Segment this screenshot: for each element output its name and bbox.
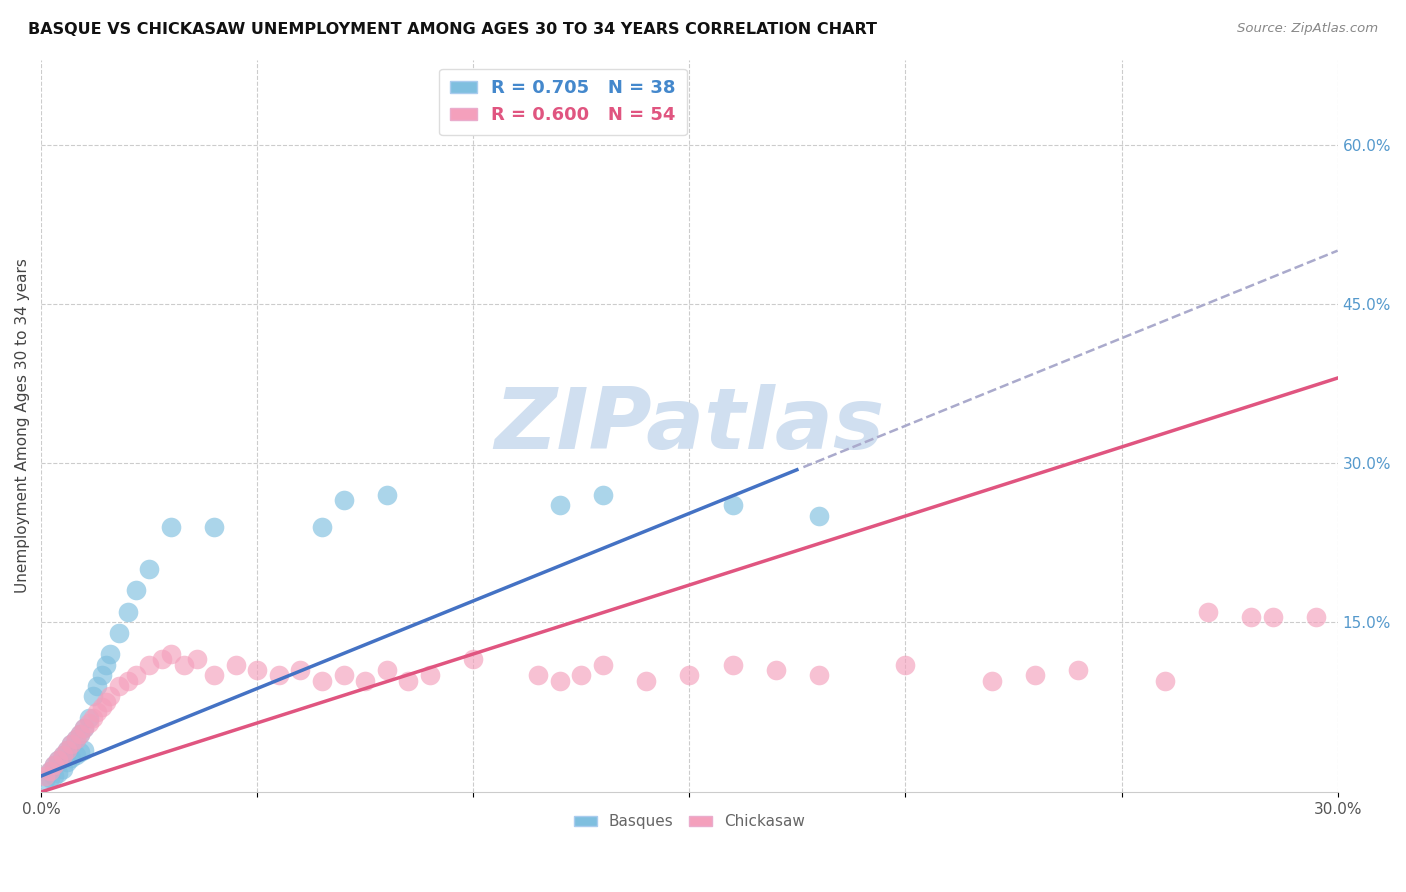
Point: [117, 605, 139, 619]
Point: [375, 488, 398, 502]
Point: [117, 673, 139, 688]
Point: [246, 663, 269, 677]
Point: [1240, 610, 1263, 624]
Point: [65, 731, 87, 746]
Point: [65, 747, 87, 762]
Point: [225, 657, 247, 672]
Point: [60, 737, 83, 751]
Y-axis label: Unemployment Among Ages 30 to 34 years: Unemployment Among Ages 30 to 34 years: [15, 259, 30, 593]
Point: [52, 747, 75, 762]
Point: [125, 583, 148, 598]
Text: BASQUE VS CHICKASAW UNEMPLOYMENT AMONG AGES 30 TO 34 YEARS CORRELATION CHART: BASQUE VS CHICKASAW UNEMPLOYMENT AMONG A…: [28, 22, 877, 37]
Point: [42, 758, 65, 772]
Point: [56, 756, 79, 770]
Point: [311, 673, 333, 688]
Point: [1197, 605, 1219, 619]
Point: [375, 663, 398, 677]
Point: [173, 657, 195, 672]
Point: [108, 625, 131, 640]
Point: [94, 695, 117, 709]
Point: [721, 657, 744, 672]
Point: [1067, 663, 1090, 677]
Point: [86, 679, 108, 693]
Point: [125, 668, 148, 682]
Point: [86, 706, 108, 720]
Point: [678, 668, 700, 682]
Point: [332, 668, 354, 682]
Point: [592, 488, 614, 502]
Point: [65, 731, 87, 746]
Point: [38, 764, 60, 778]
Point: [721, 499, 744, 513]
Point: [73, 742, 96, 756]
Point: [56, 742, 79, 756]
Point: [569, 668, 592, 682]
Point: [419, 668, 441, 682]
Point: [77, 716, 100, 731]
Point: [98, 647, 121, 661]
Point: [808, 668, 831, 682]
Point: [60, 751, 83, 765]
Point: [765, 663, 787, 677]
Point: [60, 737, 83, 751]
Point: [48, 765, 70, 780]
Text: Source: ZipAtlas.com: Source: ZipAtlas.com: [1237, 22, 1378, 36]
Point: [82, 690, 104, 704]
Point: [894, 657, 917, 672]
Point: [38, 764, 60, 778]
Point: [48, 753, 70, 767]
Point: [1305, 610, 1327, 624]
Point: [48, 753, 70, 767]
Point: [82, 711, 104, 725]
Point: [90, 700, 112, 714]
Point: [808, 508, 831, 523]
Point: [980, 673, 1002, 688]
Point: [159, 647, 181, 661]
Point: [636, 673, 658, 688]
Point: [290, 663, 312, 677]
Point: [267, 668, 290, 682]
Point: [52, 747, 75, 762]
Point: [98, 690, 121, 704]
Point: [52, 762, 75, 776]
Legend: Basques, Chickasaw: Basques, Chickasaw: [568, 808, 811, 836]
Point: [138, 562, 160, 576]
Point: [42, 769, 65, 783]
Point: [592, 657, 614, 672]
Point: [90, 668, 112, 682]
Point: [69, 745, 91, 759]
Point: [94, 657, 117, 672]
Point: [159, 519, 181, 533]
Point: [38, 771, 60, 785]
Point: [527, 668, 550, 682]
Point: [398, 673, 420, 688]
Point: [69, 726, 91, 740]
Point: [150, 652, 173, 666]
Point: [463, 652, 485, 666]
Text: ZIPatlas: ZIPatlas: [495, 384, 884, 467]
Point: [202, 668, 225, 682]
Point: [548, 673, 571, 688]
Point: [73, 721, 96, 735]
Point: [56, 742, 79, 756]
Point: [1153, 673, 1175, 688]
Point: [186, 652, 208, 666]
Point: [354, 673, 377, 688]
Point: [1261, 610, 1284, 624]
Point: [34, 769, 56, 783]
Point: [311, 519, 333, 533]
Point: [202, 519, 225, 533]
Point: [69, 726, 91, 740]
Point: [548, 499, 571, 513]
Point: [42, 758, 65, 772]
Point: [108, 679, 131, 693]
Point: [77, 711, 100, 725]
Point: [138, 657, 160, 672]
Point: [332, 493, 354, 508]
Point: [1024, 668, 1046, 682]
Point: [34, 773, 56, 788]
Point: [73, 721, 96, 735]
